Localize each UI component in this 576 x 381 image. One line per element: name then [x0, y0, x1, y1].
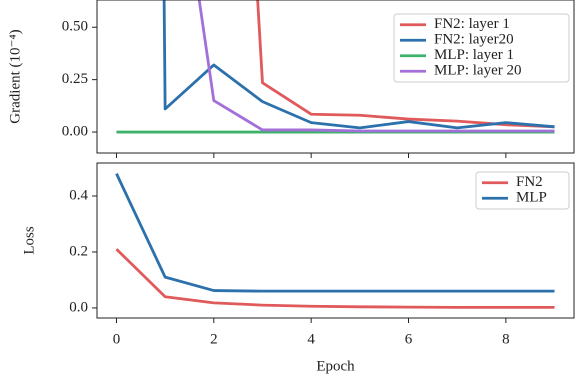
legend-label: MLP: layer 1 — [434, 47, 514, 63]
y-tick-label: 0.25 — [62, 71, 88, 87]
plot-area — [115, 173, 555, 309]
plot-area — [116, 0, 555, 134]
x-tick-label: 6 — [405, 331, 413, 347]
y-axis-label: Gradient (10⁻⁴) — [7, 29, 23, 123]
x-tick-label: 8 — [502, 331, 510, 347]
line-series — [115, 248, 555, 309]
y-tick-label: 0.50 — [62, 19, 88, 35]
line-series — [256, 0, 555, 129]
y-tick-label: 0.00 — [62, 123, 88, 139]
line-series — [115, 173, 555, 293]
x-axis-label: Epoch — [316, 358, 355, 374]
axes-frame — [96, 0, 575, 154]
x-tick-label: 4 — [307, 331, 315, 347]
legend-label: MLP — [516, 190, 547, 206]
legend-box — [393, 13, 570, 83]
legend-label: FN2 — [516, 174, 543, 190]
x-tick-label: 0 — [113, 331, 121, 347]
y-tick-label: 0.2 — [69, 243, 88, 259]
legend-label: MLP: layer 20 — [434, 63, 522, 79]
x-tick-label: 2 — [210, 331, 218, 347]
axes-frame — [96, 162, 575, 319]
legend-box — [475, 171, 570, 210]
line-series — [197, 0, 555, 133]
legend-label: FN2: layer20 — [434, 32, 514, 48]
y-axis-label: Loss — [21, 226, 37, 255]
y-tick-label: 0.0 — [69, 299, 88, 315]
line-series — [162, 0, 555, 130]
legend-label: FN2: layer 1 — [434, 16, 510, 32]
y-tick-label: 0.4 — [69, 187, 88, 203]
